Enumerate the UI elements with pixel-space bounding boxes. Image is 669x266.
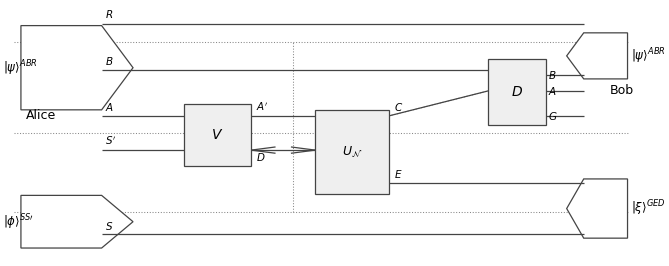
Bar: [184, 104, 251, 166]
Text: $|\psi\rangle^{ABR}$: $|\psi\rangle^{ABR}$: [631, 46, 666, 66]
Text: $S'$: $S'$: [105, 135, 116, 147]
Polygon shape: [567, 33, 628, 79]
Bar: [488, 59, 546, 125]
Text: $|\xi\rangle^{GED}$: $|\xi\rangle^{GED}$: [631, 199, 666, 218]
Text: $E$: $E$: [394, 168, 403, 180]
Text: $G$: $G$: [549, 110, 558, 122]
Text: $A'$: $A'$: [256, 100, 269, 113]
Text: $U_\mathcal{N}$: $U_\mathcal{N}$: [342, 145, 363, 159]
Text: $R$: $R$: [105, 8, 113, 20]
Polygon shape: [21, 196, 133, 248]
Text: $B$: $B$: [105, 55, 113, 67]
Polygon shape: [567, 179, 628, 238]
Text: Alice: Alice: [25, 109, 56, 122]
Text: $D$: $D$: [511, 85, 523, 99]
Text: $D$: $D$: [256, 151, 266, 163]
Text: $B$: $B$: [549, 69, 557, 81]
Text: $|\psi\rangle^{ABR}$: $|\psi\rangle^{ABR}$: [3, 58, 37, 77]
Text: $C$: $C$: [394, 101, 403, 113]
Text: $A$: $A$: [105, 101, 114, 113]
Text: $A$: $A$: [549, 85, 557, 97]
Text: Bob: Bob: [610, 84, 634, 97]
Text: $V$: $V$: [211, 128, 223, 142]
Text: $S$: $S$: [105, 220, 113, 232]
Polygon shape: [21, 26, 133, 110]
Bar: [315, 110, 389, 194]
Text: $|\phi\rangle^{SS\prime}$: $|\phi\rangle^{SS\prime}$: [3, 212, 33, 231]
